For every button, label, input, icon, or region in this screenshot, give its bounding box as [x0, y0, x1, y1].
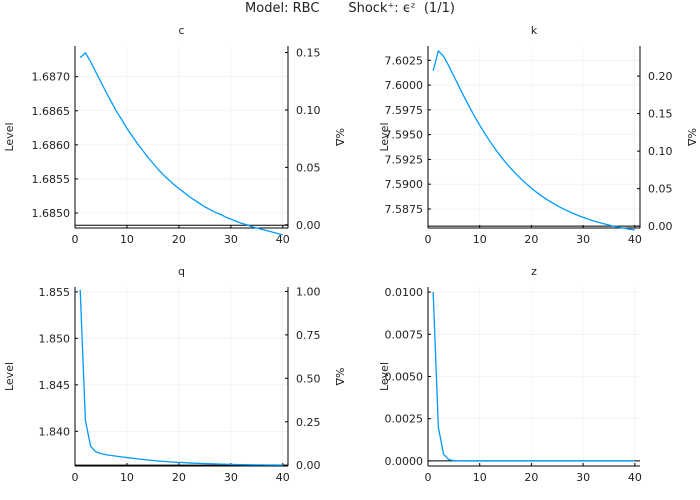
- page-label: (1/1): [423, 1, 455, 16]
- panel-z-xtick-label-2: 20: [524, 471, 538, 484]
- panel-k-y2tick-label-2: 0.10: [648, 145, 673, 158]
- panel-c-y2tick-label-2: 0.10: [296, 104, 321, 117]
- panel-c-ytick-label-0: 1.6850: [32, 207, 71, 220]
- panel-q-ylabel: Level: [3, 362, 16, 391]
- panel-k-ytick-label-3: 7.5950: [385, 129, 424, 142]
- panel-z-series-line-0: [432, 292, 635, 462]
- panel-c-title: c: [178, 24, 184, 37]
- panel-q-ytick-label-1: 1.845: [39, 379, 71, 392]
- panel-c-ytick-label-1: 1.6855: [32, 173, 71, 186]
- panel-c-y2tick-label-1: 0.05: [296, 161, 321, 174]
- panel-k-y2tick-label-4: 0.20: [648, 70, 673, 83]
- panel-q-xtick-label-3: 30: [224, 471, 238, 484]
- panel-c-xtick-label-1: 10: [120, 233, 134, 246]
- panel-k-y2tick-label-1: 0.05: [648, 183, 673, 196]
- panel-q-y2tick-label-2: 0.50: [296, 372, 321, 385]
- panel-q-xtick-label-2: 20: [172, 471, 186, 484]
- shock-label: Shock⁺: ϵᶻ: [348, 1, 416, 16]
- panel-q-xtick-label-0: 0: [72, 471, 79, 484]
- panel-k-ytick-label-2: 7.5925: [385, 153, 424, 166]
- panel-k-y2label: %Δ: [685, 128, 698, 146]
- panel-k-ytick-label-1: 7.5900: [385, 178, 424, 191]
- panel-k-y2tick-label-3: 0.15: [648, 108, 673, 121]
- panel-k-xtick-label-1: 10: [473, 233, 487, 246]
- panel-z-ytick-label-1: 0.0025: [385, 413, 424, 426]
- panel-q-xtick-label-1: 10: [120, 471, 134, 484]
- panel-c-ytick-label-3: 1.6865: [32, 105, 71, 118]
- panel-q-y2tick-label-4: 1.00: [296, 285, 321, 298]
- panel-k-ytick-label-4: 7.5975: [385, 104, 424, 117]
- panel-c-ylabel: Level: [3, 122, 16, 151]
- panel-k-title: k: [531, 24, 538, 37]
- panel-z-title: z: [531, 265, 537, 278]
- panel-z-ytick-label-3: 0.0075: [385, 328, 424, 341]
- panel-c-y2label: %Δ: [333, 128, 346, 146]
- panel-z-ylabel: Level: [378, 362, 391, 391]
- panel-c-xtick-label-4: 40: [276, 233, 290, 246]
- panel-q-ytick-label-2: 1.850: [39, 332, 71, 345]
- panel-c-series-line-0: [79, 52, 283, 236]
- panel-z-xtick-label-1: 10: [473, 471, 487, 484]
- panel-z-xtick-label-3: 30: [576, 471, 590, 484]
- panel-k-xtick-label-4: 40: [628, 233, 642, 246]
- panel-q-y2tick-label-3: 0.75: [296, 329, 321, 342]
- panel-q-ytick-label-3: 1.855: [39, 286, 71, 299]
- panel-k-xtick-label-0: 0: [425, 233, 432, 246]
- panel-c-ytick-label-2: 1.6860: [32, 139, 71, 152]
- panel-k-ytick-label-5: 7.6000: [385, 79, 424, 92]
- panel-q-title: q: [178, 265, 185, 278]
- panel-q-xtick-label-4: 40: [276, 471, 290, 484]
- panel-k-xtick-label-3: 30: [576, 233, 590, 246]
- panel-q-series-line-0: [79, 289, 283, 466]
- model-label: Model: RBC: [245, 1, 320, 16]
- panel-k-series-line-0: [432, 50, 635, 231]
- panel-z-ytick-label-4: 0.0100: [385, 286, 424, 299]
- panel-z-xtick-label-4: 40: [628, 471, 642, 484]
- panel-q-y2tick-label-0: 0.00: [296, 459, 321, 472]
- panel-k-ylabel: Level: [378, 122, 391, 151]
- panel-q-ytick-label-0: 1.840: [39, 425, 71, 438]
- panel-c-ytick-label-4: 1.6870: [32, 71, 71, 84]
- panel-c-xtick-label-0: 0: [72, 233, 79, 246]
- panel-c-xtick-label-3: 30: [224, 233, 238, 246]
- panel-k-xtick-label-2: 20: [524, 233, 538, 246]
- figure-title: Model: RBC Shock⁺: ϵᶻ (1/1): [0, 0, 700, 18]
- panel-z-xtick-label-0: 0: [425, 471, 432, 484]
- panel-z-ytick-label-2: 0.0050: [385, 371, 424, 384]
- panel-c-y2tick-label-0: 0.00: [296, 219, 321, 232]
- panel-z-ytick-label-0: 0.0000: [385, 455, 424, 468]
- panel-q-y2label: %Δ: [333, 368, 346, 386]
- panel-c-xtick-label-2: 20: [172, 233, 186, 246]
- panel-k-ytick-label-6: 7.6025: [385, 54, 424, 67]
- panel-c-y2tick-label-3: 0.15: [296, 47, 321, 60]
- panel-q-y2tick-label-1: 0.25: [296, 416, 321, 429]
- panel-k-ytick-label-0: 7.5875: [385, 203, 424, 216]
- panel-k-y2tick-label-0: 0.00: [648, 220, 673, 233]
